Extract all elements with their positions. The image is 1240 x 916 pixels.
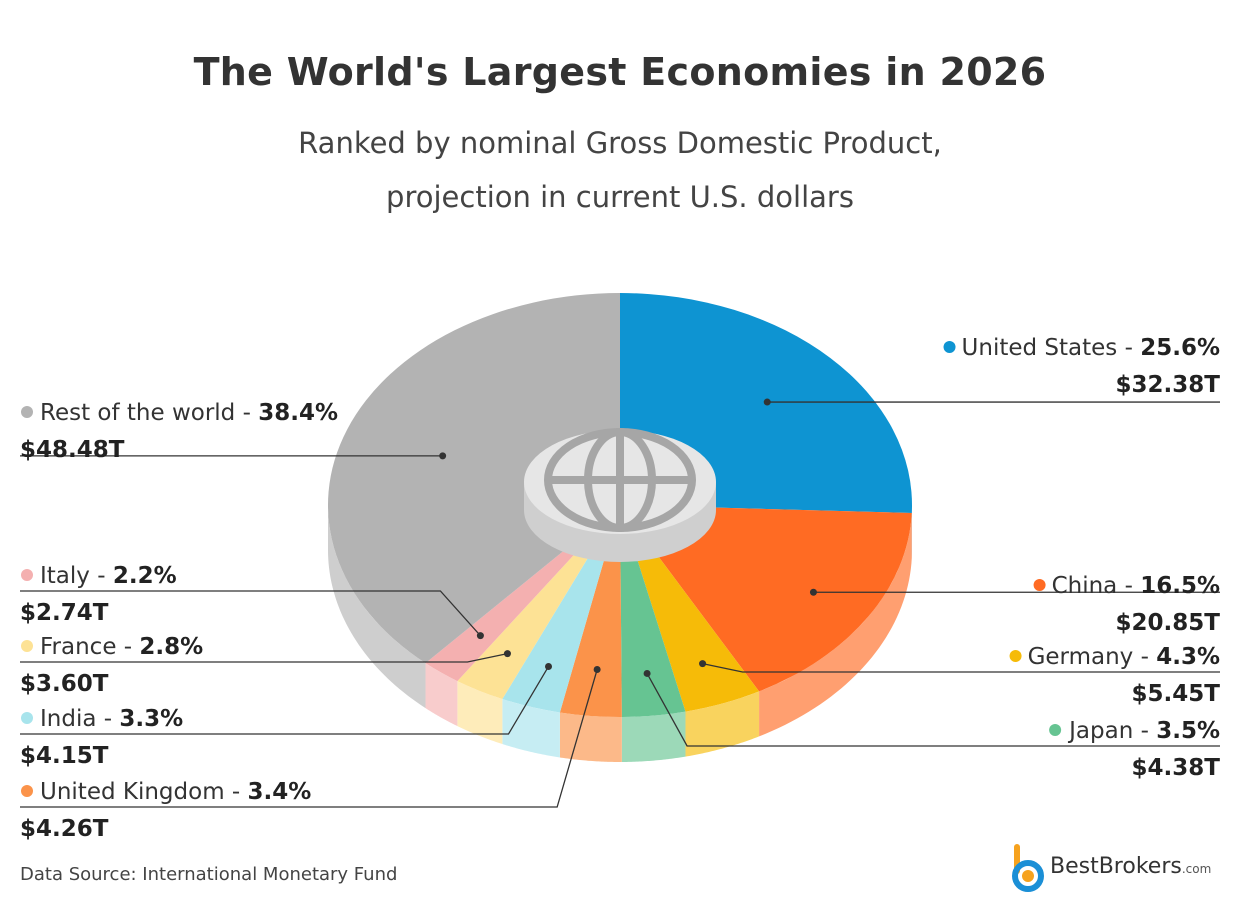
label-value-india: $4.15T	[20, 743, 109, 769]
label-japan: Japan - 3.5% $4.38T	[1049, 718, 1220, 781]
leader-lines	[20, 398, 1220, 808]
brand-suffix: .com	[1181, 862, 1212, 876]
label-value-rest-of-the-world: $48.48T	[20, 437, 125, 463]
slice-china	[620, 505, 912, 692]
label-percent-germany: 4.3%	[1156, 644, 1220, 670]
legend-dot-united-kingdom	[21, 785, 33, 797]
label-percent-united-states: 25.6%	[1140, 335, 1220, 361]
leader-dot-united-kingdom	[593, 666, 601, 674]
label-percent-rest-of-the-world: 38.4%	[258, 400, 338, 426]
leader-dot-italy	[476, 632, 484, 640]
leader-dot-japan	[643, 669, 651, 677]
label-percent-india: 3.3%	[119, 706, 183, 732]
label-percent-japan: 3.5%	[1156, 718, 1220, 744]
center-hub	[524, 428, 716, 562]
legend-dot-japan	[1049, 724, 1062, 736]
slice-side-germany	[685, 691, 760, 757]
label-name-germany: Germany - 4.3%	[1028, 644, 1220, 670]
brand-name: BestBrokers.com	[1050, 854, 1212, 879]
label-value-italy: $2.74T	[20, 600, 109, 626]
legend-dot-india	[21, 712, 33, 724]
label-united-kingdom: United Kingdom - 3.4% $4.26T	[20, 779, 311, 842]
brand-icon	[1012, 844, 1044, 892]
chart-title: The World's Largest Economies in 2026	[193, 50, 1047, 94]
legend-dot-france	[21, 640, 33, 652]
leader-line-italy	[20, 590, 481, 637]
label-france: France - 2.8% $3.60T	[20, 634, 203, 697]
legend-dot-germany	[1009, 650, 1022, 662]
label-value-germany: $5.45T	[1132, 681, 1221, 707]
leader-dot-china	[809, 588, 817, 596]
label-united-states: United States - 25.6% $32.38T	[943, 335, 1221, 398]
leader-dot-france	[503, 650, 511, 658]
slice-side-rest-of-the-world	[328, 505, 426, 709]
label-name-japan: Japan - 3.5%	[1067, 718, 1220, 744]
legend-dot-china	[1033, 579, 1046, 591]
label-value-united-states: $32.38T	[1116, 372, 1221, 398]
pie-depth	[328, 505, 912, 762]
label-name-india: India - 3.3%	[40, 706, 183, 732]
leader-line-japan	[646, 673, 1220, 747]
slice-side-india	[502, 699, 560, 758]
slice-rest-of-the-world	[328, 293, 620, 664]
subtitle-line-2: projection in current U.S. dollars	[386, 180, 854, 214]
leader-line-india	[20, 666, 550, 735]
label-value-united-kingdom: $4.26T	[20, 816, 109, 842]
slice-side-china	[759, 512, 912, 737]
label-value-france: $3.60T	[20, 671, 109, 697]
label-name-france: France - 2.8%	[40, 634, 203, 660]
leader-line-france	[20, 652, 508, 663]
leader-line-united-kingdom	[20, 669, 598, 808]
slice-side-france	[457, 681, 503, 745]
leader-line-germany	[702, 663, 1220, 673]
leader-dot-germany	[699, 660, 707, 668]
label-rest-of-the-world: Rest of the world - 38.4% $48.48T	[20, 400, 338, 463]
slice-labels: United States - 25.6% $32.38T China - 16.5…	[20, 335, 1220, 842]
label-germany: Germany - 4.3% $5.45T	[1009, 644, 1221, 707]
legend-dot-italy	[21, 569, 33, 581]
label-name-rest-of-the-world: Rest of the world - 38.4%	[40, 400, 338, 426]
brand-logo: BestBrokers.com	[1010, 842, 1230, 894]
subtitle-line-1: Ranked by nominal Gross Domestic Product…	[298, 126, 942, 160]
label-italy: Italy - 2.2% $2.74T	[20, 563, 177, 626]
label-value-japan: $4.38T	[1132, 755, 1221, 781]
legend-dot-united-states	[943, 341, 956, 353]
label-percent-italy: 2.2%	[113, 563, 177, 589]
leader-dot-rest-of-the-world	[439, 452, 447, 460]
label-name-china: China - 16.5%	[1052, 573, 1220, 599]
label-china: China - 16.5% $20.85T	[1033, 573, 1221, 636]
label-percent-china: 16.5%	[1140, 573, 1220, 599]
slice-side-united-kingdom	[559, 712, 622, 762]
label-percent-united-kingdom: 3.4%	[248, 779, 312, 805]
data-source: Data Source: International Monetary Fund	[20, 864, 398, 885]
label-name-united-states: United States - 25.6%	[962, 335, 1220, 361]
globe-icon	[544, 428, 696, 532]
label-name-italy: Italy - 2.2%	[40, 563, 177, 589]
leader-dot-india	[545, 662, 553, 670]
label-name-united-kingdom: United Kingdom - 3.4%	[40, 779, 311, 805]
label-value-china: $20.85T	[1116, 610, 1221, 636]
label-india: India - 3.3% $4.15T	[20, 706, 183, 769]
legend-dot-rest-of-the-world	[21, 406, 33, 418]
label-percent-france: 2.8%	[139, 634, 203, 660]
slice-side-italy	[425, 663, 458, 727]
leader-dot-united-states	[763, 398, 771, 406]
chart-subtitle: Ranked by nominal Gross Domestic Product…	[0, 116, 1240, 224]
slice-side-japan	[621, 711, 686, 762]
